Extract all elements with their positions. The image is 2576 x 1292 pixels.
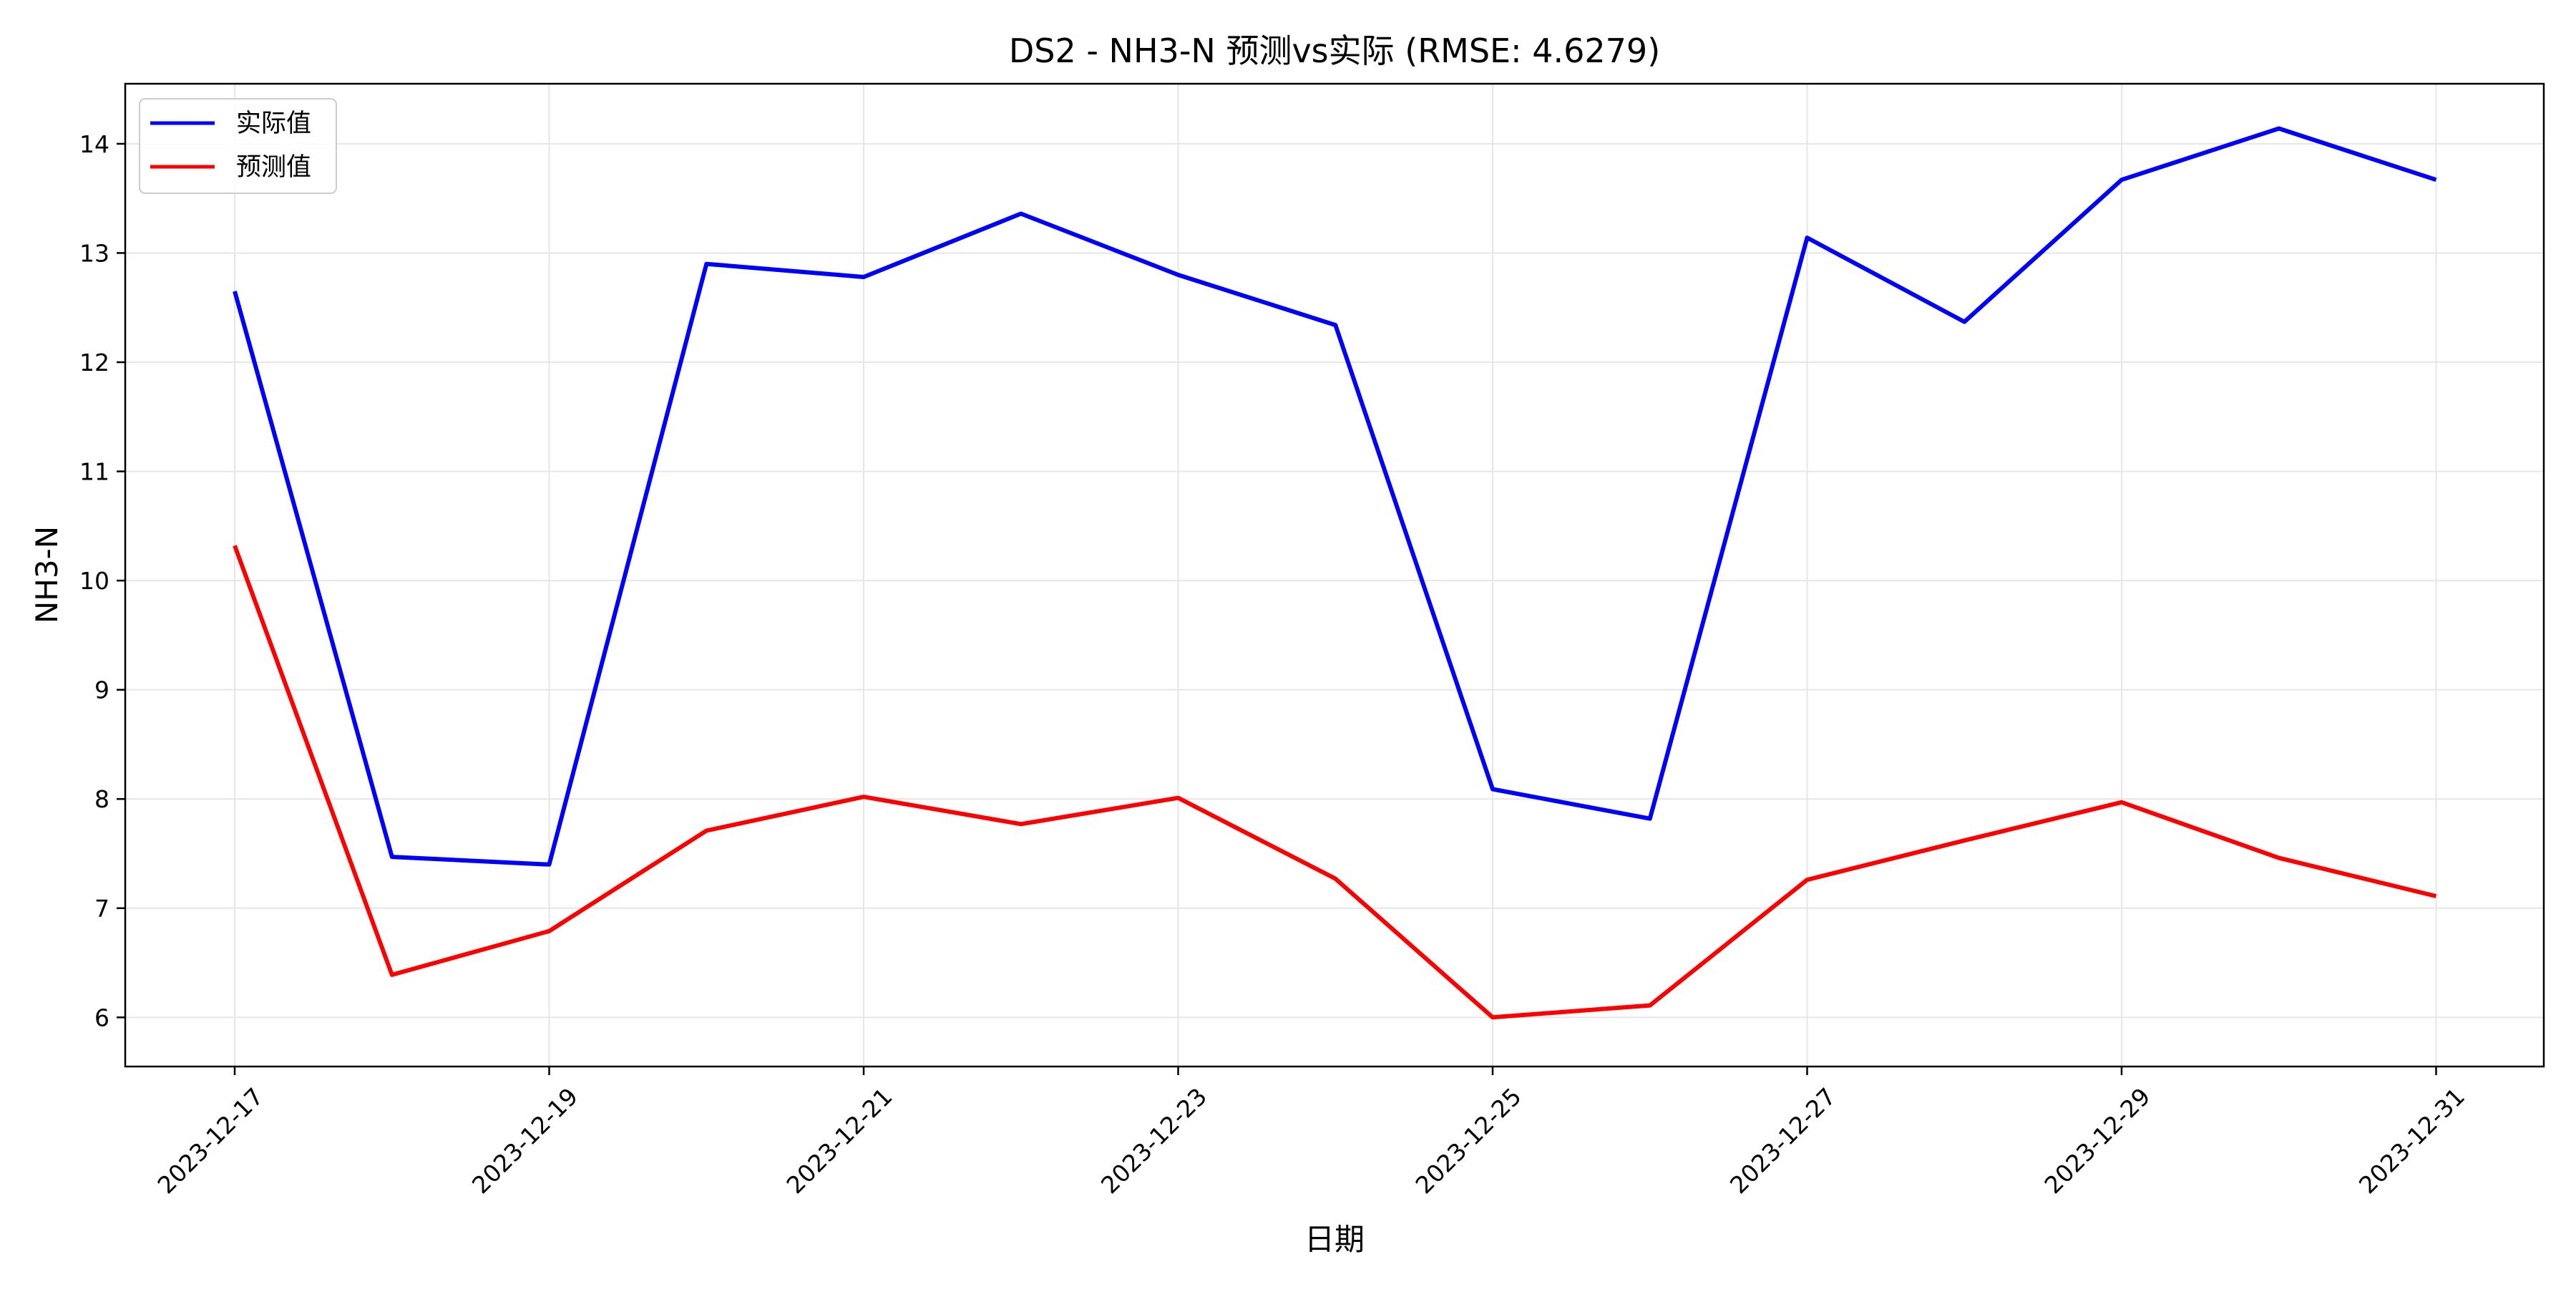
y-tick-label: 9 — [94, 676, 109, 704]
y-tick-label: 12 — [79, 349, 109, 377]
legend-label-actual: 实际值 — [236, 110, 311, 138]
grid-lines — [125, 84, 2544, 1067]
y-tick-label: 8 — [94, 785, 109, 813]
legend: 实际值 预测值 — [139, 98, 337, 194]
y-tick-label: 14 — [79, 130, 109, 158]
y-tick-label: 7 — [94, 895, 109, 923]
legend-label-predicted: 预测值 — [236, 153, 311, 182]
y-tick-label: 10 — [79, 567, 109, 595]
y-tick-label: 6 — [94, 1004, 109, 1031]
series-line-actual — [233, 126, 2437, 867]
series-line-predicted — [233, 545, 2437, 1020]
series-lines — [233, 126, 2437, 1020]
y-tick-label: 11 — [79, 458, 109, 486]
chart-title: DS2 - NH3-N 预测vs实际 (RMSE: 4.6279) — [1009, 31, 1660, 70]
y-axis-label: NH3-N — [29, 526, 64, 623]
x-axis-label: 日期 — [1304, 1222, 1365, 1257]
y-tick-label: 13 — [79, 239, 109, 267]
plot-frame — [124, 82, 2545, 1068]
